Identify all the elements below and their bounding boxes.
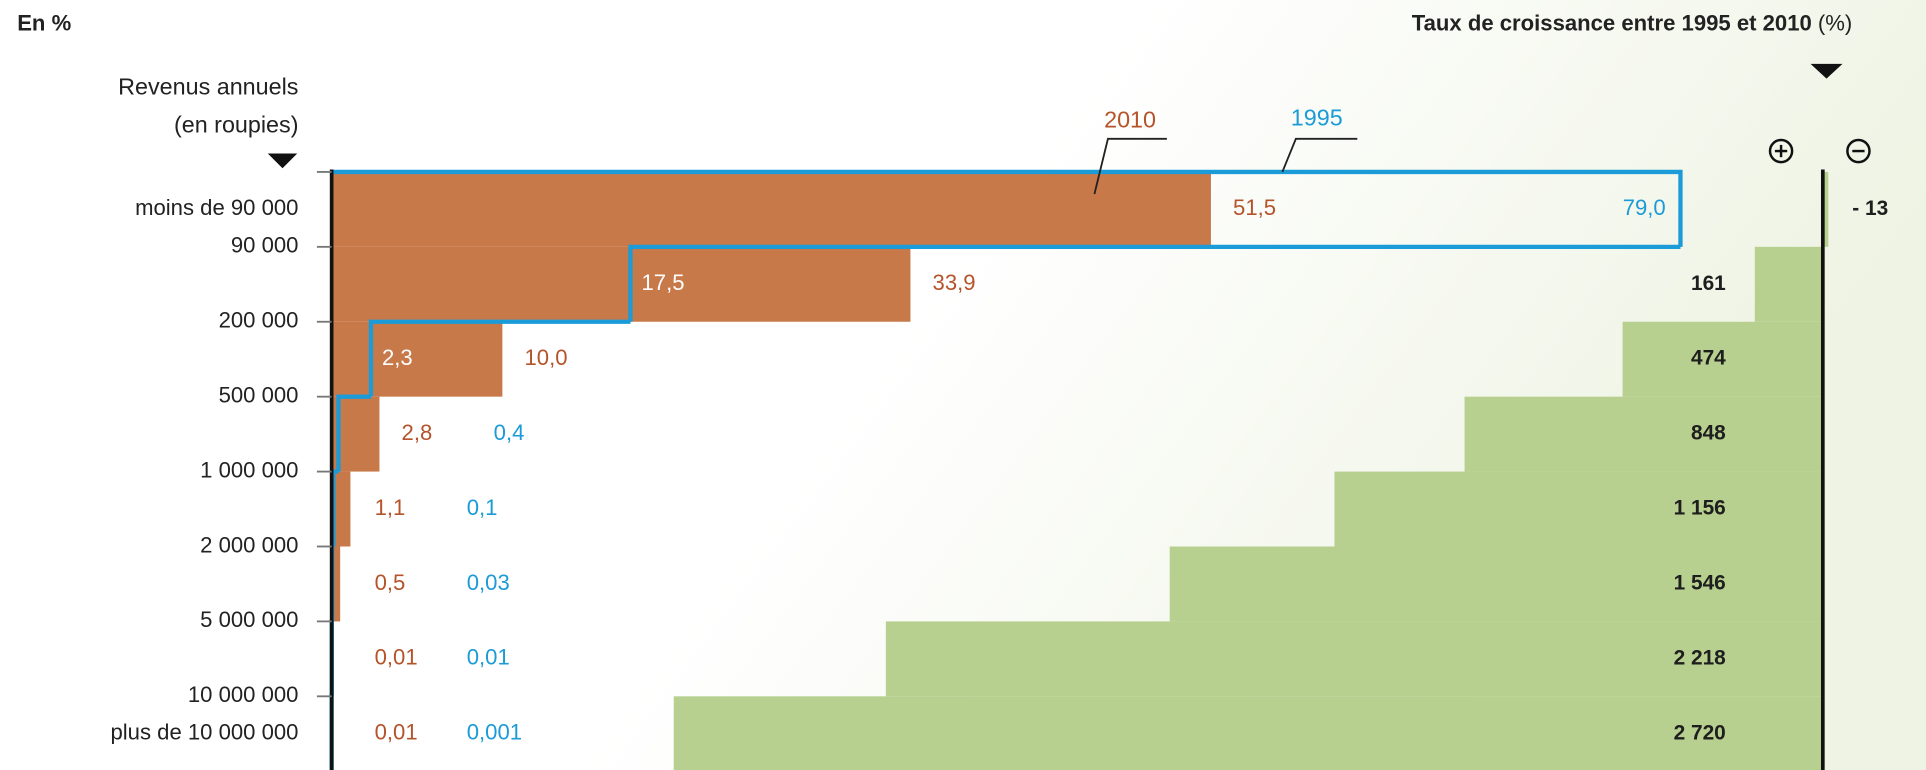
- growth-bar: [1822, 171, 1829, 247]
- value-label: 33,9: [933, 270, 976, 295]
- value-label: 0,4: [494, 420, 525, 445]
- plus-icon: [1768, 138, 1794, 164]
- growth-bar: [885, 621, 1823, 697]
- minus-icon: [1846, 138, 1871, 164]
- bracket-label: 5 000 000: [200, 607, 298, 632]
- growth-label: 474: [1691, 347, 1726, 370]
- growth-bar: [1334, 471, 1823, 547]
- growth-bar: [1464, 396, 1823, 472]
- bar: [331, 246, 911, 322]
- bracket-label: 2 000 000: [200, 532, 298, 557]
- outline-step: [628, 244, 1681, 322]
- legend-label: 1995: [1291, 104, 1343, 130]
- value-label: 0,001: [467, 720, 522, 745]
- outline-step: [336, 394, 371, 472]
- axis-label: (en roupies): [174, 112, 298, 138]
- growth-title-text: Taux de croissance entre 1995 et 2010: [1412, 10, 1812, 35]
- growth-bar: [1622, 321, 1823, 397]
- value-label: 79,0: [1623, 195, 1666, 220]
- pointer: [1810, 63, 1843, 79]
- growth-label: 161: [1691, 272, 1726, 295]
- value-label: 51,5: [1233, 195, 1276, 220]
- growth-bar: [673, 696, 1823, 770]
- pointer: [267, 153, 298, 169]
- value-label: 2,3: [382, 345, 413, 370]
- bracket-label: moins de 90 000: [135, 195, 298, 220]
- bar: [331, 471, 351, 547]
- value-label: 0,01: [467, 645, 510, 670]
- value-label: 2,8: [402, 420, 433, 445]
- bracket-label: 90 000: [231, 233, 299, 258]
- value-label: 17,5: [641, 270, 684, 295]
- legend-callout: [1093, 137, 1167, 195]
- legend-label: 2010: [1104, 107, 1156, 133]
- growth-title: Taux de croissance entre 1995 et 2010 (%…: [1412, 10, 1853, 35]
- bracket-label: plus de 10 000 000: [110, 720, 298, 745]
- growth-label: 2 218: [1674, 646, 1726, 669]
- bracket-label: 500 000: [219, 383, 299, 408]
- unit-label: En %: [17, 10, 71, 35]
- growth-label: 1 156: [1674, 497, 1726, 520]
- legend-callout: [1281, 137, 1358, 173]
- value-label: 0,5: [375, 570, 406, 595]
- axis-label: Revenus annuels: [118, 74, 298, 100]
- value-label: 0,01: [375, 720, 418, 745]
- bar: [331, 321, 503, 397]
- bar: [331, 546, 341, 622]
- bracket-label: 1 000 000: [200, 457, 298, 482]
- value-label: 1,1: [375, 495, 406, 520]
- growth-label: 1 546: [1674, 571, 1726, 594]
- bracket-label: 10 000 000: [188, 682, 299, 707]
- growth-bar: [1754, 246, 1823, 322]
- value-label: 0,03: [467, 570, 510, 595]
- bar: [331, 171, 1211, 247]
- growth-bar: [1169, 546, 1823, 622]
- growth-unit: (%): [1818, 10, 1852, 35]
- value-label: 0,1: [467, 495, 498, 520]
- outline-step: [368, 319, 631, 397]
- bracket-label: 200 000: [219, 308, 299, 333]
- growth-label: 2 720: [1674, 721, 1726, 744]
- growth-label: - 13: [1852, 197, 1888, 220]
- value-label: 10,0: [524, 345, 567, 370]
- outline-step: [331, 169, 1683, 247]
- growth-label: 848: [1691, 422, 1726, 445]
- value-label: 0,01: [375, 645, 418, 670]
